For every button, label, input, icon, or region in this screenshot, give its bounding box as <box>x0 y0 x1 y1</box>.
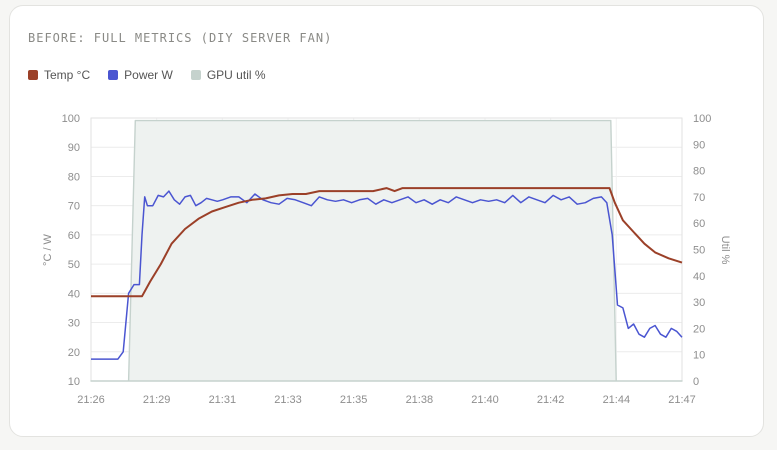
chart-legend: Temp °C Power W GPU util % <box>28 67 284 83</box>
y-right-tick-label: 40 <box>693 271 705 283</box>
y-right-axis-title: Util % <box>719 236 731 265</box>
legend-label-power: Power W <box>124 68 173 82</box>
y-right-tick-label: 50 <box>693 245 705 257</box>
legend-item-power[interactable]: Power W <box>108 68 173 82</box>
y-left-axis-title: °C / W <box>42 233 54 266</box>
series-power-line <box>91 190 683 360</box>
y-left-tick-label: 90 <box>68 142 80 154</box>
x-tick-label: 21:33 <box>274 394 302 406</box>
y-left-tick-label: 50 <box>68 259 80 271</box>
legend-item-temp[interactable]: Temp °C <box>28 68 90 82</box>
legend-label-temp: Temp °C <box>44 68 91 82</box>
x-tick-label: 21:26 <box>77 394 105 406</box>
x-tick-label: 21:40 <box>471 394 499 406</box>
y-right-tick-label: 80 <box>693 166 705 178</box>
series-gpu-util-area <box>90 119 683 382</box>
x-tick-label: 21:38 <box>406 394 434 406</box>
y-right-tick-label: 70 <box>693 192 705 204</box>
x-tick-label: 21:35 <box>340 394 368 406</box>
y-right-tick-label: 90 <box>693 139 705 151</box>
y-left-tick-label: 20 <box>68 347 80 359</box>
y-right-tick-label: 60 <box>693 218 705 230</box>
chart-title: BEFORE: FULL METRICS (DIY SERVER FAN) <box>28 31 333 45</box>
y-left-tick-label: 100 <box>62 113 80 125</box>
legend-item-gpu-util[interactable]: GPU util % <box>190 68 266 82</box>
legend-swatch-gpu-util <box>190 70 201 80</box>
legend-label-gpu-util: GPU util % <box>206 68 266 82</box>
y-right-tick-label: 100 <box>693 113 711 125</box>
y-left-tick-label: 80 <box>68 171 80 183</box>
series-temp-line <box>91 187 683 298</box>
x-tick-label: 21:29 <box>143 394 171 406</box>
y-right-tick-label: 20 <box>693 323 705 335</box>
legend-swatch-temp <box>28 70 38 80</box>
y-left-tick-label: 60 <box>68 230 80 242</box>
y-right-tick-label: 30 <box>693 297 705 309</box>
legend-swatch-power <box>108 70 119 80</box>
x-tick-label: 21:47 <box>668 394 696 406</box>
x-tick-label: 21:44 <box>603 394 631 406</box>
y-left-tick-label: 30 <box>68 318 80 330</box>
y-left-tick-label: 10 <box>68 376 80 388</box>
x-tick-label: 21:42 <box>537 394 565 406</box>
y-left-tick-label: 70 <box>68 201 80 213</box>
y-right-tick-label: 0 <box>693 376 699 388</box>
x-tick-label: 21:31 <box>209 394 237 406</box>
y-right-tick-label: 10 <box>693 350 705 362</box>
y-left-tick-label: 40 <box>68 288 80 300</box>
